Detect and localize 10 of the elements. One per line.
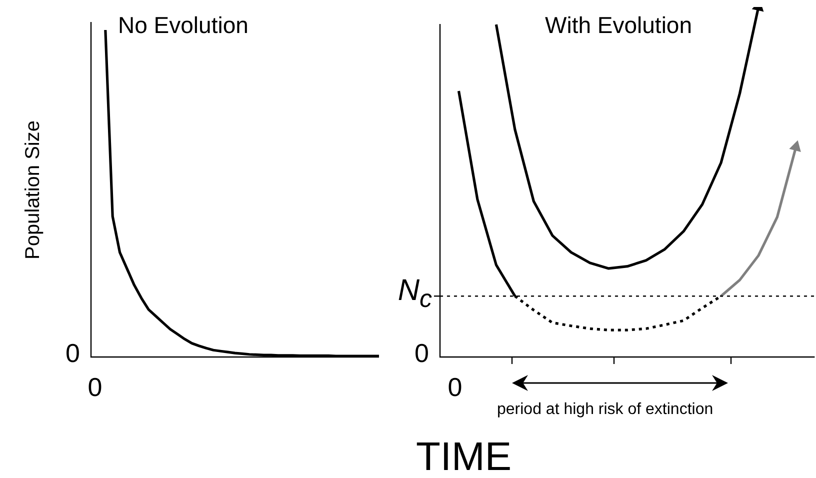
x-axis-title: TIME	[416, 435, 512, 478]
ref-line-label: N$_{c}$	[398, 274, 432, 314]
text: period at high risk of extinction	[497, 401, 714, 418]
y-axis-title: Population Size	[22, 120, 44, 260]
text: 0	[66, 338, 80, 368]
text: 0	[414, 338, 429, 368]
chart-title: With Evolution	[545, 12, 692, 38]
chart-title: No Evolution	[118, 12, 248, 38]
text: 0	[88, 372, 102, 402]
text: 0	[448, 372, 462, 402]
